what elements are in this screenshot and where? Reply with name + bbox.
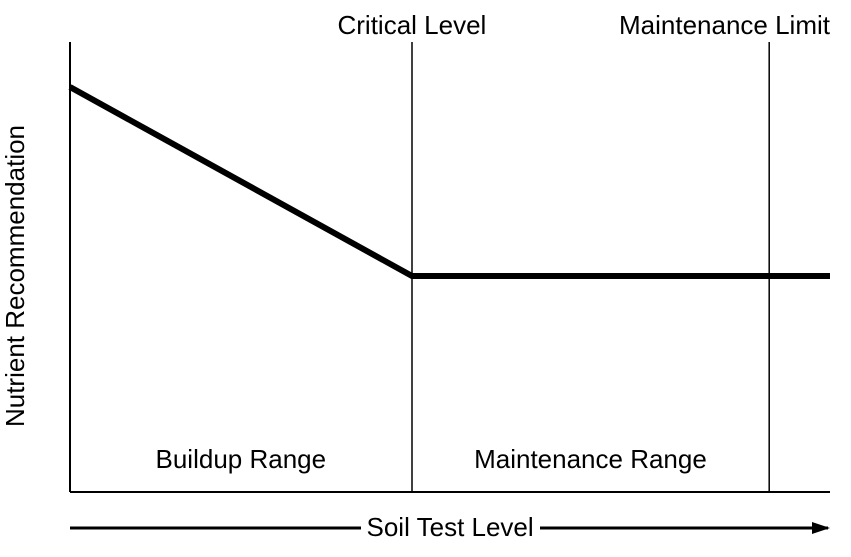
buildup-range-label: Buildup Range [156, 444, 327, 475]
x-axis-label: Soil Test Level [361, 512, 540, 543]
chart-svg [0, 0, 851, 557]
y-axis-label: Nutrient Recommendation [0, 124, 31, 432]
chart-container: { "chart": { "type": "line", "width": 85… [0, 0, 851, 557]
maintenance-range-label: Maintenance Range [474, 444, 707, 475]
maintenance-limit-label: Maintenance Limit [619, 10, 830, 41]
critical-level-label: Critical Level [338, 10, 487, 41]
